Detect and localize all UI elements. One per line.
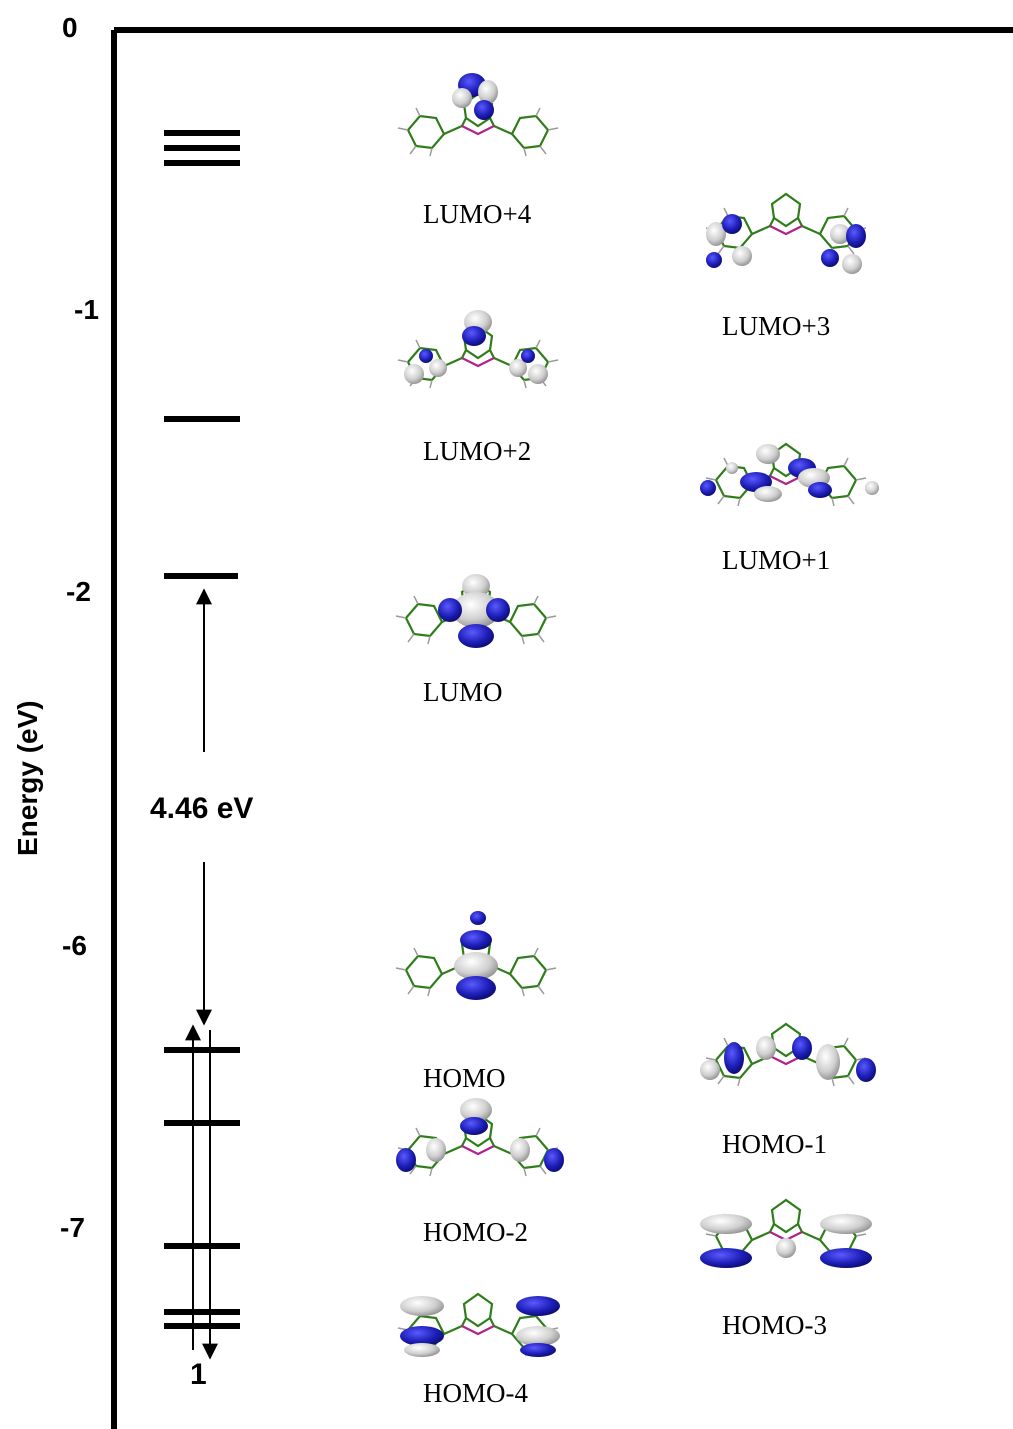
orbital-image-homo3 — [700, 1198, 872, 1268]
orbital-image-lumo2 — [396, 310, 560, 390]
orbital-image-lumo3 — [704, 192, 868, 274]
energy-levels — [164, 130, 240, 1329]
orbital-label: HOMO-1 — [722, 1129, 827, 1159]
orbital-label: LUMO+1 — [722, 545, 831, 575]
orbital-label: LUMO+3 — [722, 311, 831, 341]
compound-label: 1 — [190, 1358, 207, 1391]
orbital-image-homo2 — [396, 1098, 564, 1178]
orbital-image-lumo1 — [700, 442, 879, 508]
orbital-image-lumo4 — [396, 73, 560, 158]
orbital-label: LUMO+2 — [423, 436, 532, 466]
orbital-label: HOMO-2 — [423, 1217, 528, 1247]
y-tick-label: -6 — [62, 930, 87, 961]
orbital-image-lumo — [394, 574, 558, 648]
orbital-label: LUMO — [423, 677, 503, 707]
y-axis-label: Energy (eV) — [12, 700, 43, 856]
orbital-label: LUMO+4 — [423, 199, 532, 229]
y-tick-label: -7 — [60, 1212, 85, 1243]
orbital-image-homo4 — [396, 1292, 560, 1358]
orbital-label: HOMO-3 — [722, 1310, 827, 1340]
y-tick-label: -2 — [66, 576, 91, 607]
energy-gap-label: 4.46 eV — [150, 792, 254, 825]
orbital-label: HOMO — [423, 1063, 506, 1093]
orbital-label: HOMO-4 — [423, 1378, 528, 1408]
y-tick-label: 0 — [62, 12, 78, 43]
orbital-image-homo1 — [700, 1022, 876, 1088]
y-tick-label: -1 — [74, 294, 99, 325]
orbital-image-homo — [394, 911, 558, 1000]
